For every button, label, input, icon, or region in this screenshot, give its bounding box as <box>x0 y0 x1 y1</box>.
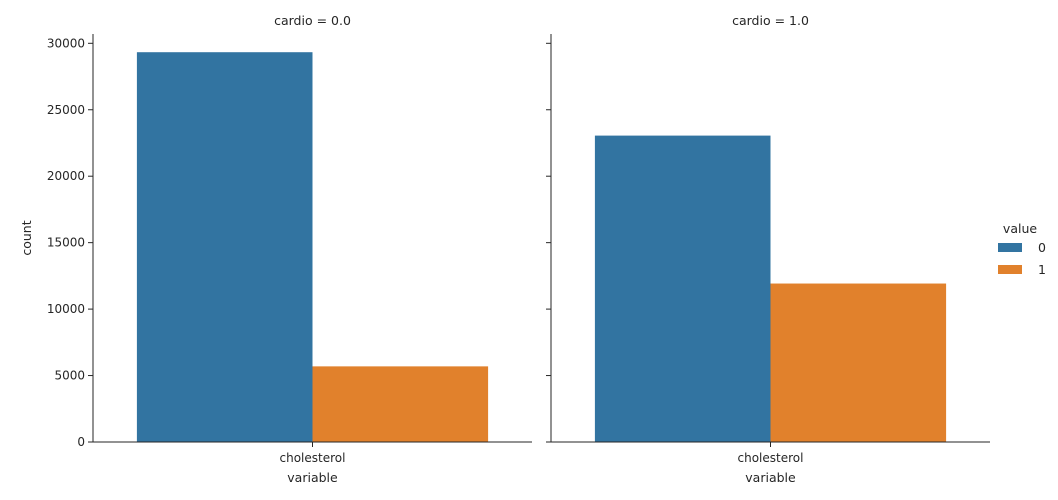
facet-title: cardio = 1.0 <box>732 13 809 28</box>
y-tick-label: 20000 <box>47 169 85 183</box>
y-tick-label: 10000 <box>47 302 85 316</box>
facet-title: cardio = 0.0 <box>274 13 351 28</box>
x-axis-label: variable <box>745 470 796 485</box>
y-axis-label: count <box>19 220 34 255</box>
x-tick-label: cholesterol <box>738 451 804 465</box>
x-axis-label: variable <box>287 470 338 485</box>
bar-1-cholesterol-0 <box>594 135 771 442</box>
y-tick-label: 5000 <box>54 369 85 383</box>
bar-0-cholesterol-0 <box>136 52 313 443</box>
y-tick-label: 30000 <box>47 36 85 50</box>
y-tick-label: 0 <box>77 435 85 449</box>
bar-1-cholesterol-1 <box>770 283 947 442</box>
legend-label-0: 0 <box>1038 240 1046 255</box>
x-tick-label: cholesterol <box>280 451 346 465</box>
legend-swatch-1 <box>998 265 1022 274</box>
y-tick-label: 25000 <box>47 103 85 117</box>
legend-label-1: 1 <box>1038 262 1046 277</box>
legend-swatch-0 <box>998 243 1022 252</box>
bar-0-cholesterol-1 <box>312 366 489 442</box>
legend-title: value <box>1003 221 1037 236</box>
y-tick-label: 15000 <box>47 236 85 250</box>
